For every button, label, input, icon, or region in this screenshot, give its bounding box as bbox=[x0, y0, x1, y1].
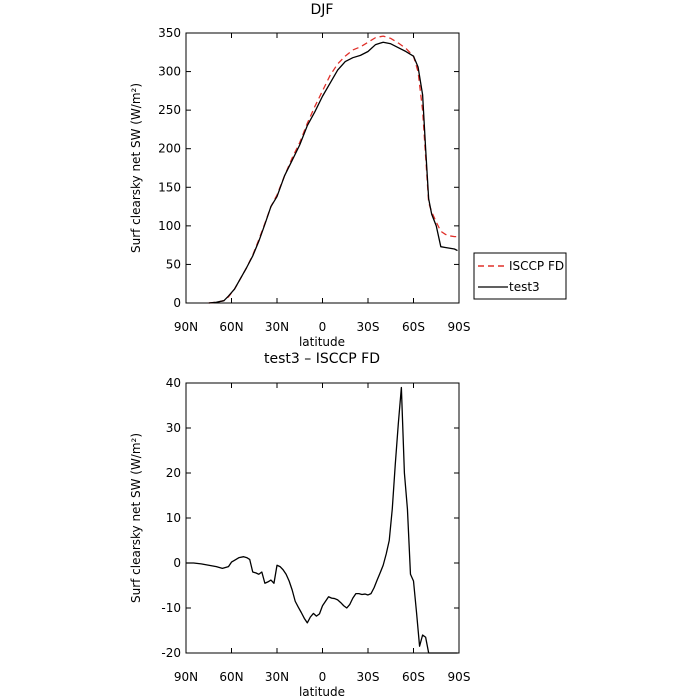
top-y-tick-label: 300 bbox=[158, 65, 181, 79]
bottom-x-ticks: 90N 60N 30N 0 30S 60S 90S bbox=[174, 383, 471, 684]
bottom-y-tick-label: -10 bbox=[161, 601, 181, 615]
top-x-tick-label: 90N bbox=[174, 320, 198, 334]
bottom-x-tick-label: 60S bbox=[402, 670, 425, 684]
top-y-tick-label: 350 bbox=[158, 26, 181, 40]
top-x-tick-label: 60N bbox=[219, 320, 243, 334]
bottom-y-tick-label: 30 bbox=[166, 421, 181, 435]
bottom-x-tick-label: 90S bbox=[448, 670, 471, 684]
top-x-tick-label: 30N bbox=[265, 320, 289, 334]
top-series-group bbox=[208, 35, 458, 304]
bottom-panel-title: test3 – ISCCP FD bbox=[264, 351, 380, 367]
bottom-x-tick-label: 0 bbox=[319, 670, 327, 684]
top-x-tick-label: 30S bbox=[357, 320, 380, 334]
top-y-tick-label: 150 bbox=[158, 180, 181, 194]
top-panel: DJF 0 50 100 150 200 250 300 350 90N 60N 30N 0 30S 6… bbox=[129, 2, 567, 349]
legend-label-test3: test3 bbox=[509, 280, 540, 294]
bottom-series-group bbox=[186, 386, 458, 654]
top-y-tick-label: 0 bbox=[173, 296, 181, 310]
top-y-tick-label: 250 bbox=[158, 103, 181, 117]
legend: ISCCP FD test3 bbox=[473, 252, 567, 300]
bottom-x-tick-label: 30N bbox=[265, 670, 289, 684]
bottom-y-tick-label: 10 bbox=[166, 511, 181, 525]
top-x-tick-label: 60S bbox=[402, 320, 425, 334]
legend-box bbox=[473, 252, 567, 300]
bottom-x-tick-label: 90N bbox=[174, 670, 198, 684]
top-y-axis-label: Surf clearsky net SW (W/m²) bbox=[129, 83, 143, 253]
bottom-y-tick-label: -20 bbox=[161, 646, 181, 660]
bottom-y-axis-label: Surf clearsky net SW (W/m²) bbox=[129, 433, 143, 603]
top-y-ticks: 0 50 100 150 200 250 300 350 bbox=[158, 26, 459, 310]
bottom-y-tick-label: 20 bbox=[166, 466, 181, 480]
bottom-panel: test3 – ISCCP FD -20 -10 0 10 20 30 40 90N 60N 3… bbox=[129, 351, 470, 699]
top-x-tick-label: 90S bbox=[448, 320, 471, 334]
top-y-tick-label: 200 bbox=[158, 142, 181, 156]
legend-label-isccp: ISCCP FD bbox=[509, 259, 564, 273]
bottom-x-tick-label: 60N bbox=[219, 670, 243, 684]
bottom-series-line-difference bbox=[186, 386, 458, 654]
bottom-x-tick-label: 30S bbox=[357, 670, 380, 684]
top-x-ticks: 90N 60N 30N 0 30S 60S 90S bbox=[174, 33, 471, 334]
top-x-axis-label: latitude bbox=[299, 335, 345, 349]
top-y-tick-label: 50 bbox=[166, 257, 181, 271]
top-plot-frame bbox=[185, 32, 460, 304]
bottom-x-axis-label: latitude bbox=[299, 685, 345, 699]
top-panel-title: DJF bbox=[311, 2, 334, 18]
top-x-tick-label: 0 bbox=[319, 320, 327, 334]
bottom-y-tick-label: 40 bbox=[166, 376, 181, 390]
top-series-line-test3 bbox=[208, 41, 458, 304]
top-y-tick-label: 100 bbox=[158, 219, 181, 233]
bottom-plot-frame bbox=[185, 382, 460, 654]
bottom-y-tick-label: 0 bbox=[173, 556, 181, 570]
